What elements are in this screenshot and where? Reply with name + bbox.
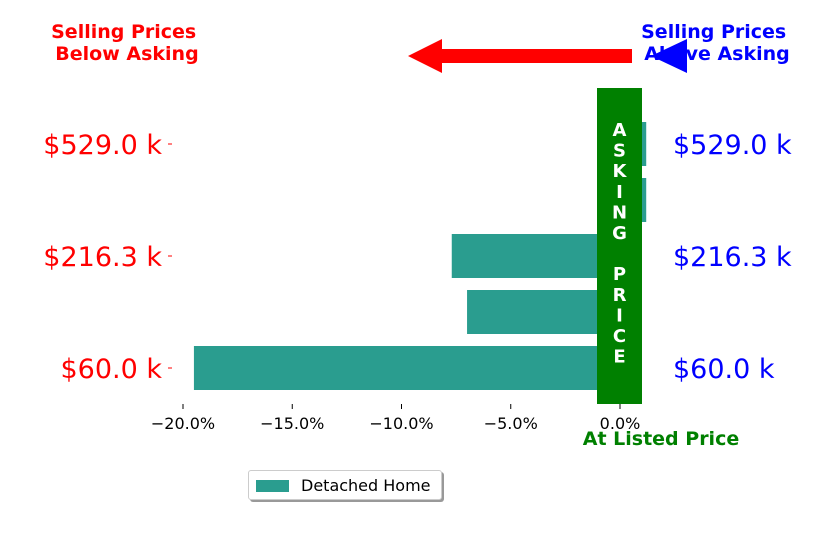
left-tick-labels: $60.0 k $216.3 k $529.0 k [43, 130, 172, 385]
asking-price-band [597, 88, 642, 404]
bar-0 [193, 346, 621, 390]
left-tick-label-1: $216.3 k [43, 242, 162, 273]
red-arrow-head [408, 39, 442, 73]
right-tick-label-2: $529.0 k [673, 130, 792, 161]
x-tick-label-2: −10.0% [369, 414, 433, 433]
left-tick-label-2: $529.0 k [43, 130, 162, 161]
asking-letter-2: K [613, 161, 628, 182]
above-asking-arrow [651, 39, 687, 73]
red-arrow-shaft [440, 49, 632, 63]
bar-1 [467, 290, 620, 334]
below-asking-arrow [408, 39, 632, 73]
below-asking-label: Selling Prices Below Asking [51, 21, 203, 65]
legend-swatch [256, 480, 289, 492]
asking-letter-1: S [613, 141, 626, 162]
x-tick-label-4: 0.0% [600, 414, 641, 433]
asking-letter-0: A [613, 120, 627, 141]
legend: Detached Home [248, 470, 442, 500]
bar-2 [451, 234, 620, 278]
right-tick-label-0: $60.0 k [673, 354, 775, 385]
asking-letter-3: I [616, 182, 623, 203]
x-tick-label-1: −15.0% [260, 414, 324, 433]
asking-letter-10: C [613, 326, 626, 347]
asking-letter-4: N [612, 202, 627, 223]
asking-letter-7: P [613, 264, 626, 285]
above-asking-line-1: Selling Prices [641, 21, 786, 43]
left-tick-label-0: $60.0 k [60, 354, 162, 385]
asking-letter-5: G [612, 223, 627, 244]
asking-letter-8: R [613, 285, 627, 306]
below-asking-line-2: Below Asking [55, 43, 198, 65]
right-tick-labels: $60.0 k $216.3 k $529.0 k [673, 130, 792, 385]
x-tick-label-0: −20.0% [151, 414, 215, 433]
bars-layer [193, 122, 647, 390]
asking-letter-11: E [613, 347, 625, 368]
below-asking-line-1: Selling Prices [51, 21, 196, 43]
at-listed-price-label: At Listed Price [583, 428, 739, 450]
x-tick-label-3: −5.0% [484, 414, 538, 433]
legend-label-detached-home: Detached Home [301, 476, 431, 495]
right-tick-label-1: $216.3 k [673, 242, 792, 273]
asking-letter-9: I [616, 305, 623, 326]
x-axis: −20.0% −15.0% −10.0% −5.0% 0.0% [151, 404, 640, 433]
